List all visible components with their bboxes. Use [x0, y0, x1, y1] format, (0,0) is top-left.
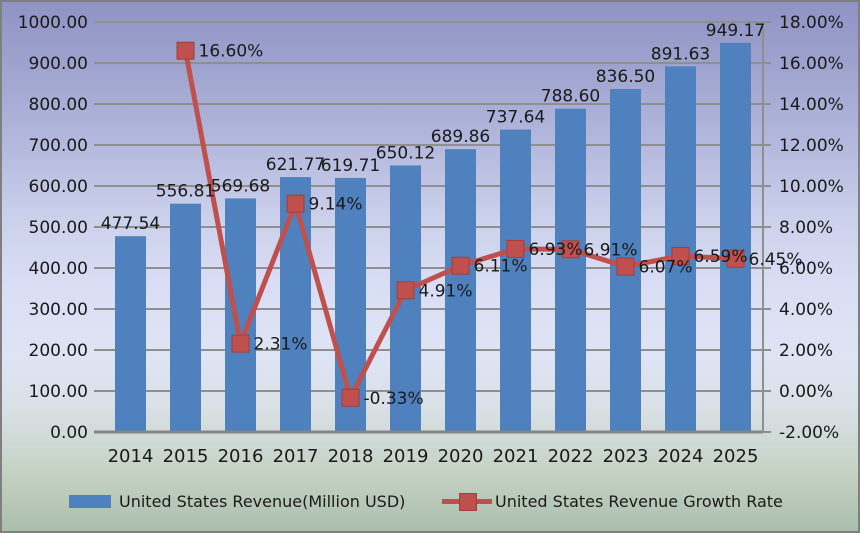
- revenue-bar-2017: [280, 177, 311, 432]
- x-axis-label-2023: 2023: [603, 446, 649, 467]
- growth-rate-marker-2017: [286, 194, 305, 213]
- revenue-bar-2022: [555, 108, 586, 432]
- revenue-data-label-2014: 477.54: [101, 214, 160, 234]
- growth-rate-marker-2016: [231, 334, 250, 353]
- left-axis-tick-label: 0.00: [50, 423, 88, 443]
- revenue-bar-2015: [170, 203, 201, 432]
- x-axis-label-2024: 2024: [658, 446, 704, 467]
- left-axis-tick-label: 100.00: [29, 382, 88, 402]
- revenue-data-label-2024: 891.63: [651, 44, 710, 64]
- right-axis-tick-label: 16.00%: [779, 54, 844, 74]
- right-axis-tick-label: 10.00%: [779, 177, 844, 197]
- growth-rate-marker-2025: [726, 249, 745, 268]
- revenue-series-swatch-icon: [69, 494, 111, 508]
- growth-data-label-2025: 6.45%: [749, 250, 803, 270]
- growth-rate-marker-2020: [451, 256, 470, 275]
- revenue-data-label-2017: 621.77: [266, 155, 325, 175]
- growth-data-label-2022: 6.91%: [584, 240, 638, 260]
- growth-rate-marker-2023: [616, 257, 635, 276]
- growth-data-label-2015: 16.60%: [199, 42, 264, 62]
- left-axis-tick-label: 200.00: [29, 341, 88, 361]
- right-axis-tick-label: 14.00%: [779, 95, 844, 115]
- left-axis-tick-label: 400.00: [29, 259, 88, 279]
- left-axis-tick-label: 700.00: [29, 136, 88, 156]
- left-axis-tick-label: 500.00: [29, 218, 88, 238]
- x-axis-label-2015: 2015: [163, 446, 209, 467]
- right-axis-tick-label: 12.00%: [779, 136, 844, 156]
- growth-rate-marker-2022: [561, 240, 580, 259]
- revenue-data-label-2023: 836.50: [596, 67, 655, 87]
- left-axis-tick-label: 300.00: [29, 300, 88, 320]
- x-axis-label-2021: 2021: [493, 446, 539, 467]
- legend-growth-label: United States Revenue Growth Rate: [495, 491, 783, 511]
- growth-data-label-2024: 6.59%: [694, 247, 748, 267]
- right-axis-tick-label: 6.00%: [779, 259, 833, 279]
- growth-data-label-2019: 4.91%: [419, 281, 473, 301]
- growth-data-label-2021: 6.93%: [529, 240, 583, 260]
- growth-data-label-2023: 6.07%: [639, 258, 693, 278]
- growth-rate-marker-2019: [396, 281, 415, 300]
- legend-revenue-label: United States Revenue(Million USD): [119, 491, 406, 511]
- right-axis-tick-label: 0.00%: [779, 382, 833, 402]
- growth-rate-marker-2015: [176, 41, 195, 60]
- revenue-data-label-2018: 619.71: [321, 156, 380, 176]
- growth-data-label-2018: -0.33%: [364, 389, 424, 409]
- revenue-data-label-2022: 788.60: [541, 87, 600, 107]
- revenue-data-label-2015: 556.81: [156, 182, 215, 202]
- left-axis-tick-label: 800.00: [29, 95, 88, 115]
- x-axis-label-2016: 2016: [218, 446, 264, 467]
- growth-data-label-2017: 9.14%: [309, 195, 363, 215]
- revenue-data-label-2020: 689.86: [431, 127, 490, 147]
- left-axis-tick-label: 900.00: [29, 54, 88, 74]
- x-axis-label-2019: 2019: [383, 446, 429, 467]
- legend-item-growth-rate: United States Revenue Growth Rate: [442, 489, 783, 513]
- revenue-bar-2014: [115, 236, 146, 432]
- revenue-bar-2020: [445, 149, 476, 432]
- growth-rate-marker-2021: [506, 239, 525, 258]
- legend-item-revenue: United States Revenue(Million USD): [69, 489, 405, 513]
- revenue-data-label-2025: 949.17: [706, 21, 765, 41]
- right-axis-tick-label: -2.00%: [779, 423, 839, 443]
- growth-data-label-2016: 2.31%: [254, 335, 308, 355]
- revenue-data-label-2019: 650.12: [376, 143, 435, 163]
- right-axis-tick-label: 2.00%: [779, 341, 833, 361]
- x-axis-label-2022: 2022: [548, 446, 594, 467]
- right-axis-tick-label: 18.00%: [779, 13, 844, 33]
- x-axis-label-2018: 2018: [328, 446, 374, 467]
- x-axis-label-2014: 2014: [108, 446, 154, 467]
- revenue-bar-2021: [500, 129, 531, 432]
- x-axis-label-2017: 2017: [273, 446, 319, 467]
- growth-swatch-marker: [459, 493, 477, 511]
- revenue-data-label-2021: 737.64: [486, 108, 545, 128]
- growth-data-label-2020: 6.11%: [474, 257, 528, 277]
- x-axis-label-2020: 2020: [438, 446, 484, 467]
- growth-rate-marker-2018: [341, 388, 360, 407]
- right-axis-tick-label: 8.00%: [779, 218, 833, 238]
- right-axis-tick-label: 4.00%: [779, 300, 833, 320]
- left-axis-tick-label: 1000.00: [18, 13, 88, 33]
- x-axis-label-2025: 2025: [713, 446, 759, 467]
- growth-rate-marker-2024: [671, 246, 690, 265]
- revenue-bar-2025: [720, 42, 751, 432]
- growth-series-swatch-icon: [442, 492, 492, 511]
- left-axis-tick-label: 600.00: [29, 177, 88, 197]
- revenue-data-label-2016: 569.68: [211, 176, 270, 196]
